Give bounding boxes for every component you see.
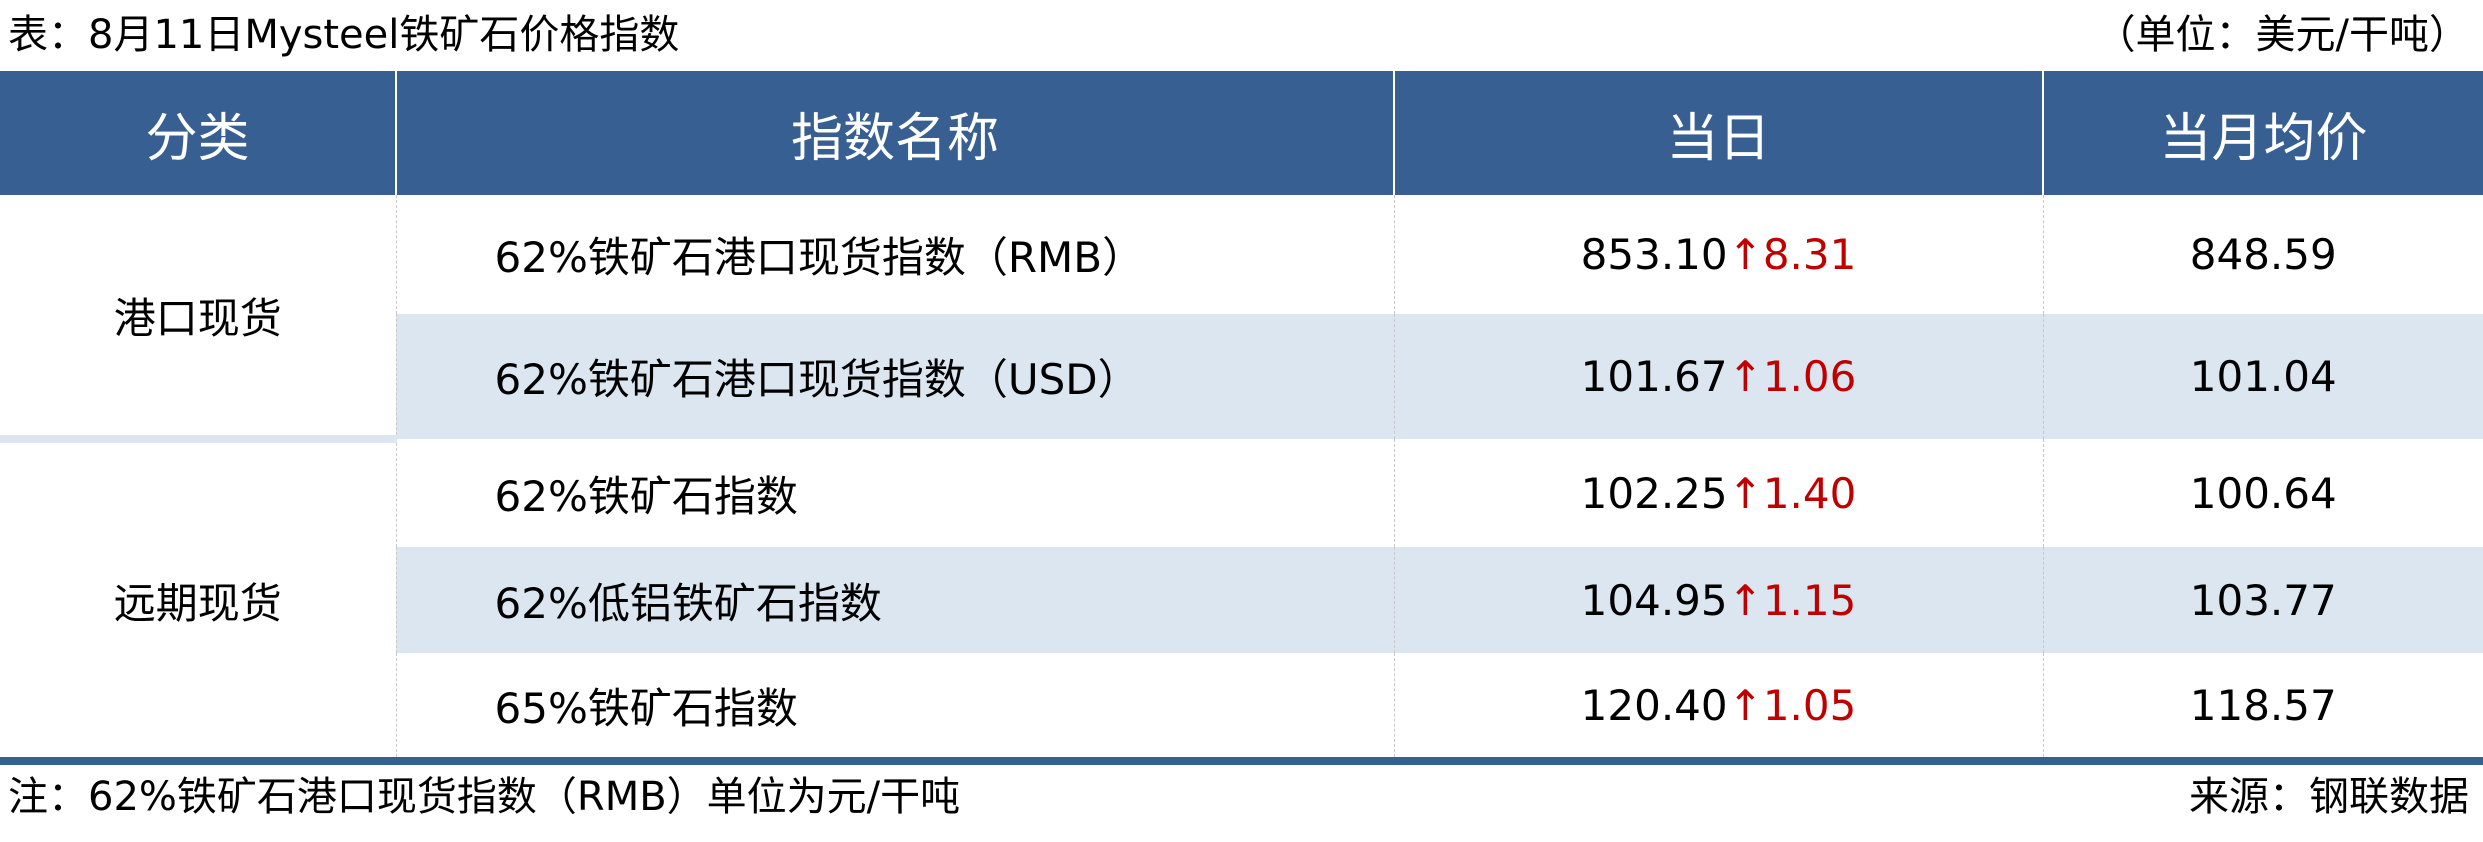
today-cell: 853.10↑8.31: [1394, 195, 2044, 314]
up-arrow-icon: ↑: [1727, 575, 1763, 625]
table-row: 62%铁矿石港口现货指数（USD） 101.67↑1.06 101.04: [0, 314, 2483, 439]
header-category: 分类: [0, 71, 397, 195]
today-cell: 104.95↑1.15: [1394, 547, 2044, 653]
index-name: 62%铁矿石港口现货指数（USD）: [396, 314, 1395, 439]
month-avg: 103.77: [2043, 547, 2483, 653]
source-label: 来源：钢联数据: [2189, 774, 2469, 820]
price-index-table: 分类 指数名称 当日 当月均价 港口现货 62%铁矿石港口现货指数（RMB） 8…: [0, 71, 2483, 757]
up-arrow-icon: ↑: [1727, 352, 1763, 401]
index-name: 62%铁矿石指数: [396, 439, 1395, 547]
change-value: 1.06: [1762, 352, 1857, 401]
table-row: 62%低铝铁矿石指数 104.95↑1.15 103.77: [0, 547, 2483, 653]
change-value: 8.31: [1762, 230, 1857, 279]
up-arrow-icon: ↑: [1727, 680, 1763, 730]
today-value: 102.25: [1580, 468, 1728, 518]
up-arrow-icon: ↑: [1727, 468, 1763, 518]
footnote: 注：62%铁矿石港口现货指数（RMB）单位为元/干吨: [8, 774, 961, 820]
month-avg: 118.57: [2189, 680, 2337, 730]
month-avg: 101.04: [2043, 314, 2483, 439]
today-cell: 101.67↑1.06: [1394, 314, 2044, 439]
table-row: 远期现货 62%铁矿石指数 102.25↑1.40 100.64: [0, 439, 2483, 757]
unit-label: （单位：美元/干吨）: [2095, 12, 2469, 58]
table-row: 65%铁矿石指数 120.40↑1.05 118.57: [0, 653, 2483, 757]
today-value: 120.40: [1580, 680, 1728, 730]
today-cell: 120.40↑1.05: [1394, 653, 2044, 757]
today-value: 101.67: [1580, 352, 1728, 401]
header-month-avg: 当月均价: [2043, 71, 2483, 195]
today-cell: 102.25↑1.40: [1394, 439, 2044, 547]
header-today: 当日: [1394, 71, 2044, 195]
today-value: 104.95: [1580, 575, 1728, 625]
header-index-name: 指数名称: [396, 71, 1395, 195]
up-arrow-icon: ↑: [1727, 230, 1763, 279]
today-value: 853.10: [1580, 230, 1728, 279]
month-avg: 848.59: [2189, 230, 2337, 279]
index-name: 62%铁矿石港口现货指数（RMB）: [396, 195, 1395, 314]
index-name: 65%铁矿石指数: [396, 653, 1395, 757]
bottom-rule: [0, 757, 2483, 765]
month-avg: 100.64: [2189, 468, 2337, 518]
category-cell: 远期现货: [0, 439, 397, 757]
index-name: 62%低铝铁矿石指数: [396, 547, 1395, 653]
table-row: 港口现货 62%铁矿石港口现货指数（RMB） 853.10↑8.31 848.5…: [0, 195, 2483, 443]
change-value: 1.40: [1762, 468, 1857, 518]
change-value: 1.15: [1762, 575, 1857, 625]
header-row: 分类 指数名称 当日 当月均价: [0, 71, 2483, 195]
change-value: 1.05: [1762, 680, 1857, 730]
category-cell: 港口现货: [0, 195, 397, 443]
table-title: 表：8月11日Mysteel铁矿石价格指数: [8, 12, 680, 58]
